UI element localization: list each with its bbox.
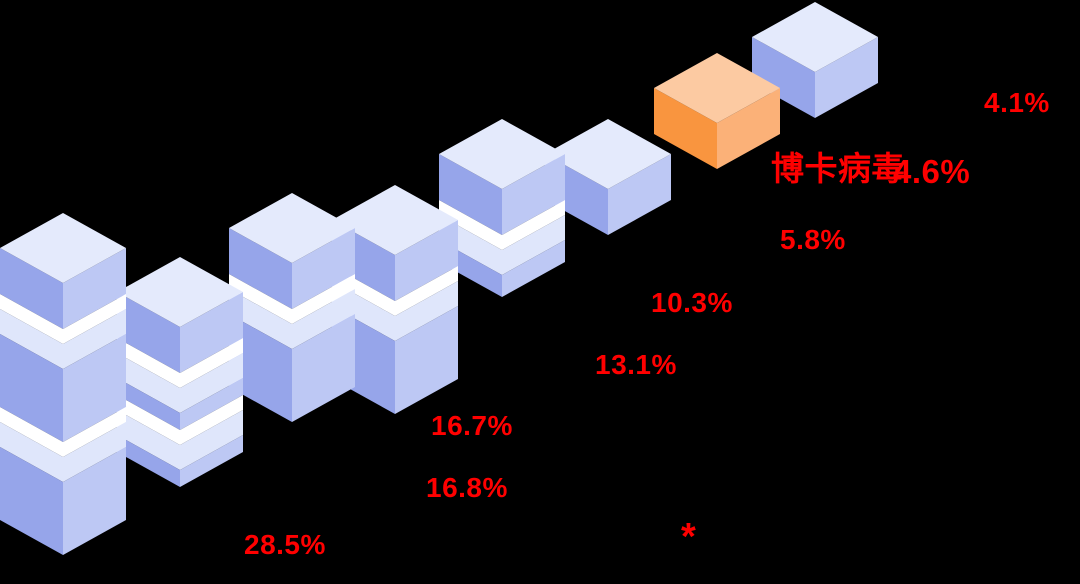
cube-top-face [0,213,126,283]
cube-right-face [502,240,565,297]
cube-right-face [180,378,243,430]
cube-right-face [815,37,878,118]
cube-top-face [752,2,878,72]
value-label: 4.1% [984,87,1050,118]
value-label: 13.1% [595,349,677,380]
cube-top-band [117,410,243,470]
cube-top-band [117,353,243,413]
value-label: 博卡病毒 [771,150,905,187]
value-label: 5.8% [780,224,846,255]
cube-left-face [439,154,502,235]
cube-left-face [654,88,717,169]
cube-top-face [545,119,671,189]
cube-left-face [752,37,815,118]
cube-top-band [0,309,126,369]
cube-top-face [117,257,243,327]
cube-right-face [63,248,126,329]
cube-right-face [395,220,458,301]
value-label: 16.7% [431,410,513,441]
cube-left-face [0,447,63,555]
cube-left-face [0,334,63,442]
cube-gap-slit [332,266,458,316]
cube-right-face [63,447,126,555]
cube-right-face [395,306,458,414]
cube-top-band [229,289,355,349]
cube-top-face [332,185,458,255]
cube-right-face [292,314,355,422]
cube-top-band [0,422,126,482]
cube-right-face [502,154,565,235]
cube-left-face [229,314,292,422]
cube-right-face [63,334,126,442]
cube-left-face [117,378,180,430]
cube-left-face [229,228,292,309]
cube-gap-slit [0,407,126,457]
cube-left-face [117,435,180,487]
cube-right-face [292,228,355,309]
cube-top-band [332,281,458,341]
value-label: 4.6% [893,153,971,190]
cube-top-band [439,215,565,275]
cube-right-face [608,154,671,235]
footnote-asterisk: * [681,516,697,558]
cube-top-face [654,53,780,123]
value-label: 10.3% [651,287,733,318]
cube-gap-slit [117,338,243,388]
cube-left-face [117,292,180,373]
cube-gap-slit [439,200,565,250]
value-label: 28.5% [244,529,326,560]
cube-right-face [717,88,780,169]
value-label: 16.8% [426,472,508,503]
cube-right-face [180,292,243,373]
cube-top-face [439,119,565,189]
cube-right-face [180,435,243,487]
cube-gap-slit [117,395,243,445]
cube-gap-slit [0,294,126,344]
cube-gap-slit [229,274,355,324]
cube-left-face [0,248,63,329]
cube-top-face [229,193,355,263]
